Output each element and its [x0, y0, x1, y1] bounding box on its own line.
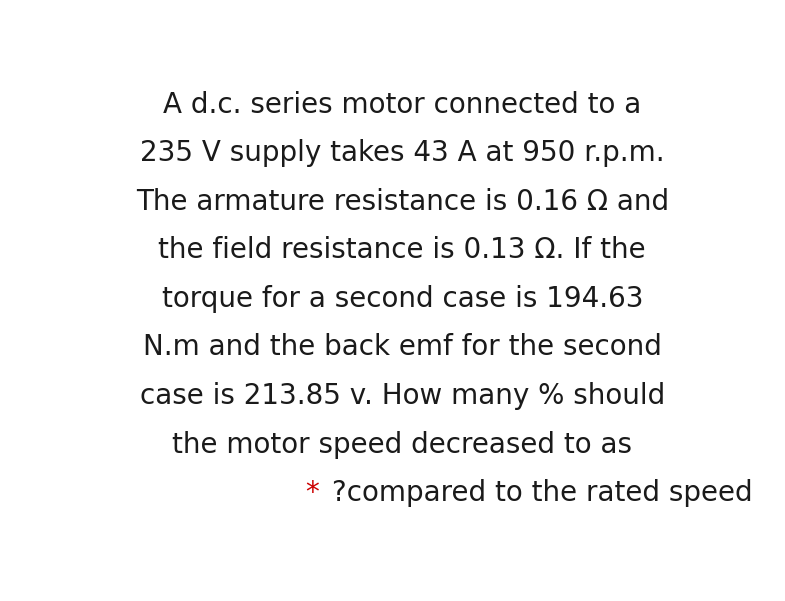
Text: the field resistance is 0.13 Ω. If the: the field resistance is 0.13 Ω. If the	[159, 236, 646, 264]
Text: ?compared to the rated speed: ?compared to the rated speed	[332, 479, 753, 507]
Text: the motor speed decreased to as: the motor speed decreased to as	[173, 431, 632, 459]
Text: *: *	[305, 479, 319, 507]
Text: A d.c. series motor connected to a: A d.c. series motor connected to a	[163, 91, 641, 118]
Text: torque for a second case is 194.63: torque for a second case is 194.63	[162, 285, 643, 313]
Text: case is 213.85 v. How many % should: case is 213.85 v. How many % should	[140, 382, 665, 410]
Text: 235 V supply takes 43 A at 950 r.p.m.: 235 V supply takes 43 A at 950 r.p.m.	[140, 139, 665, 167]
Text: N.m and the back emf for the second: N.m and the back emf for the second	[143, 334, 662, 361]
Text: The armature resistance is 0.16 Ω and: The armature resistance is 0.16 Ω and	[136, 188, 669, 216]
